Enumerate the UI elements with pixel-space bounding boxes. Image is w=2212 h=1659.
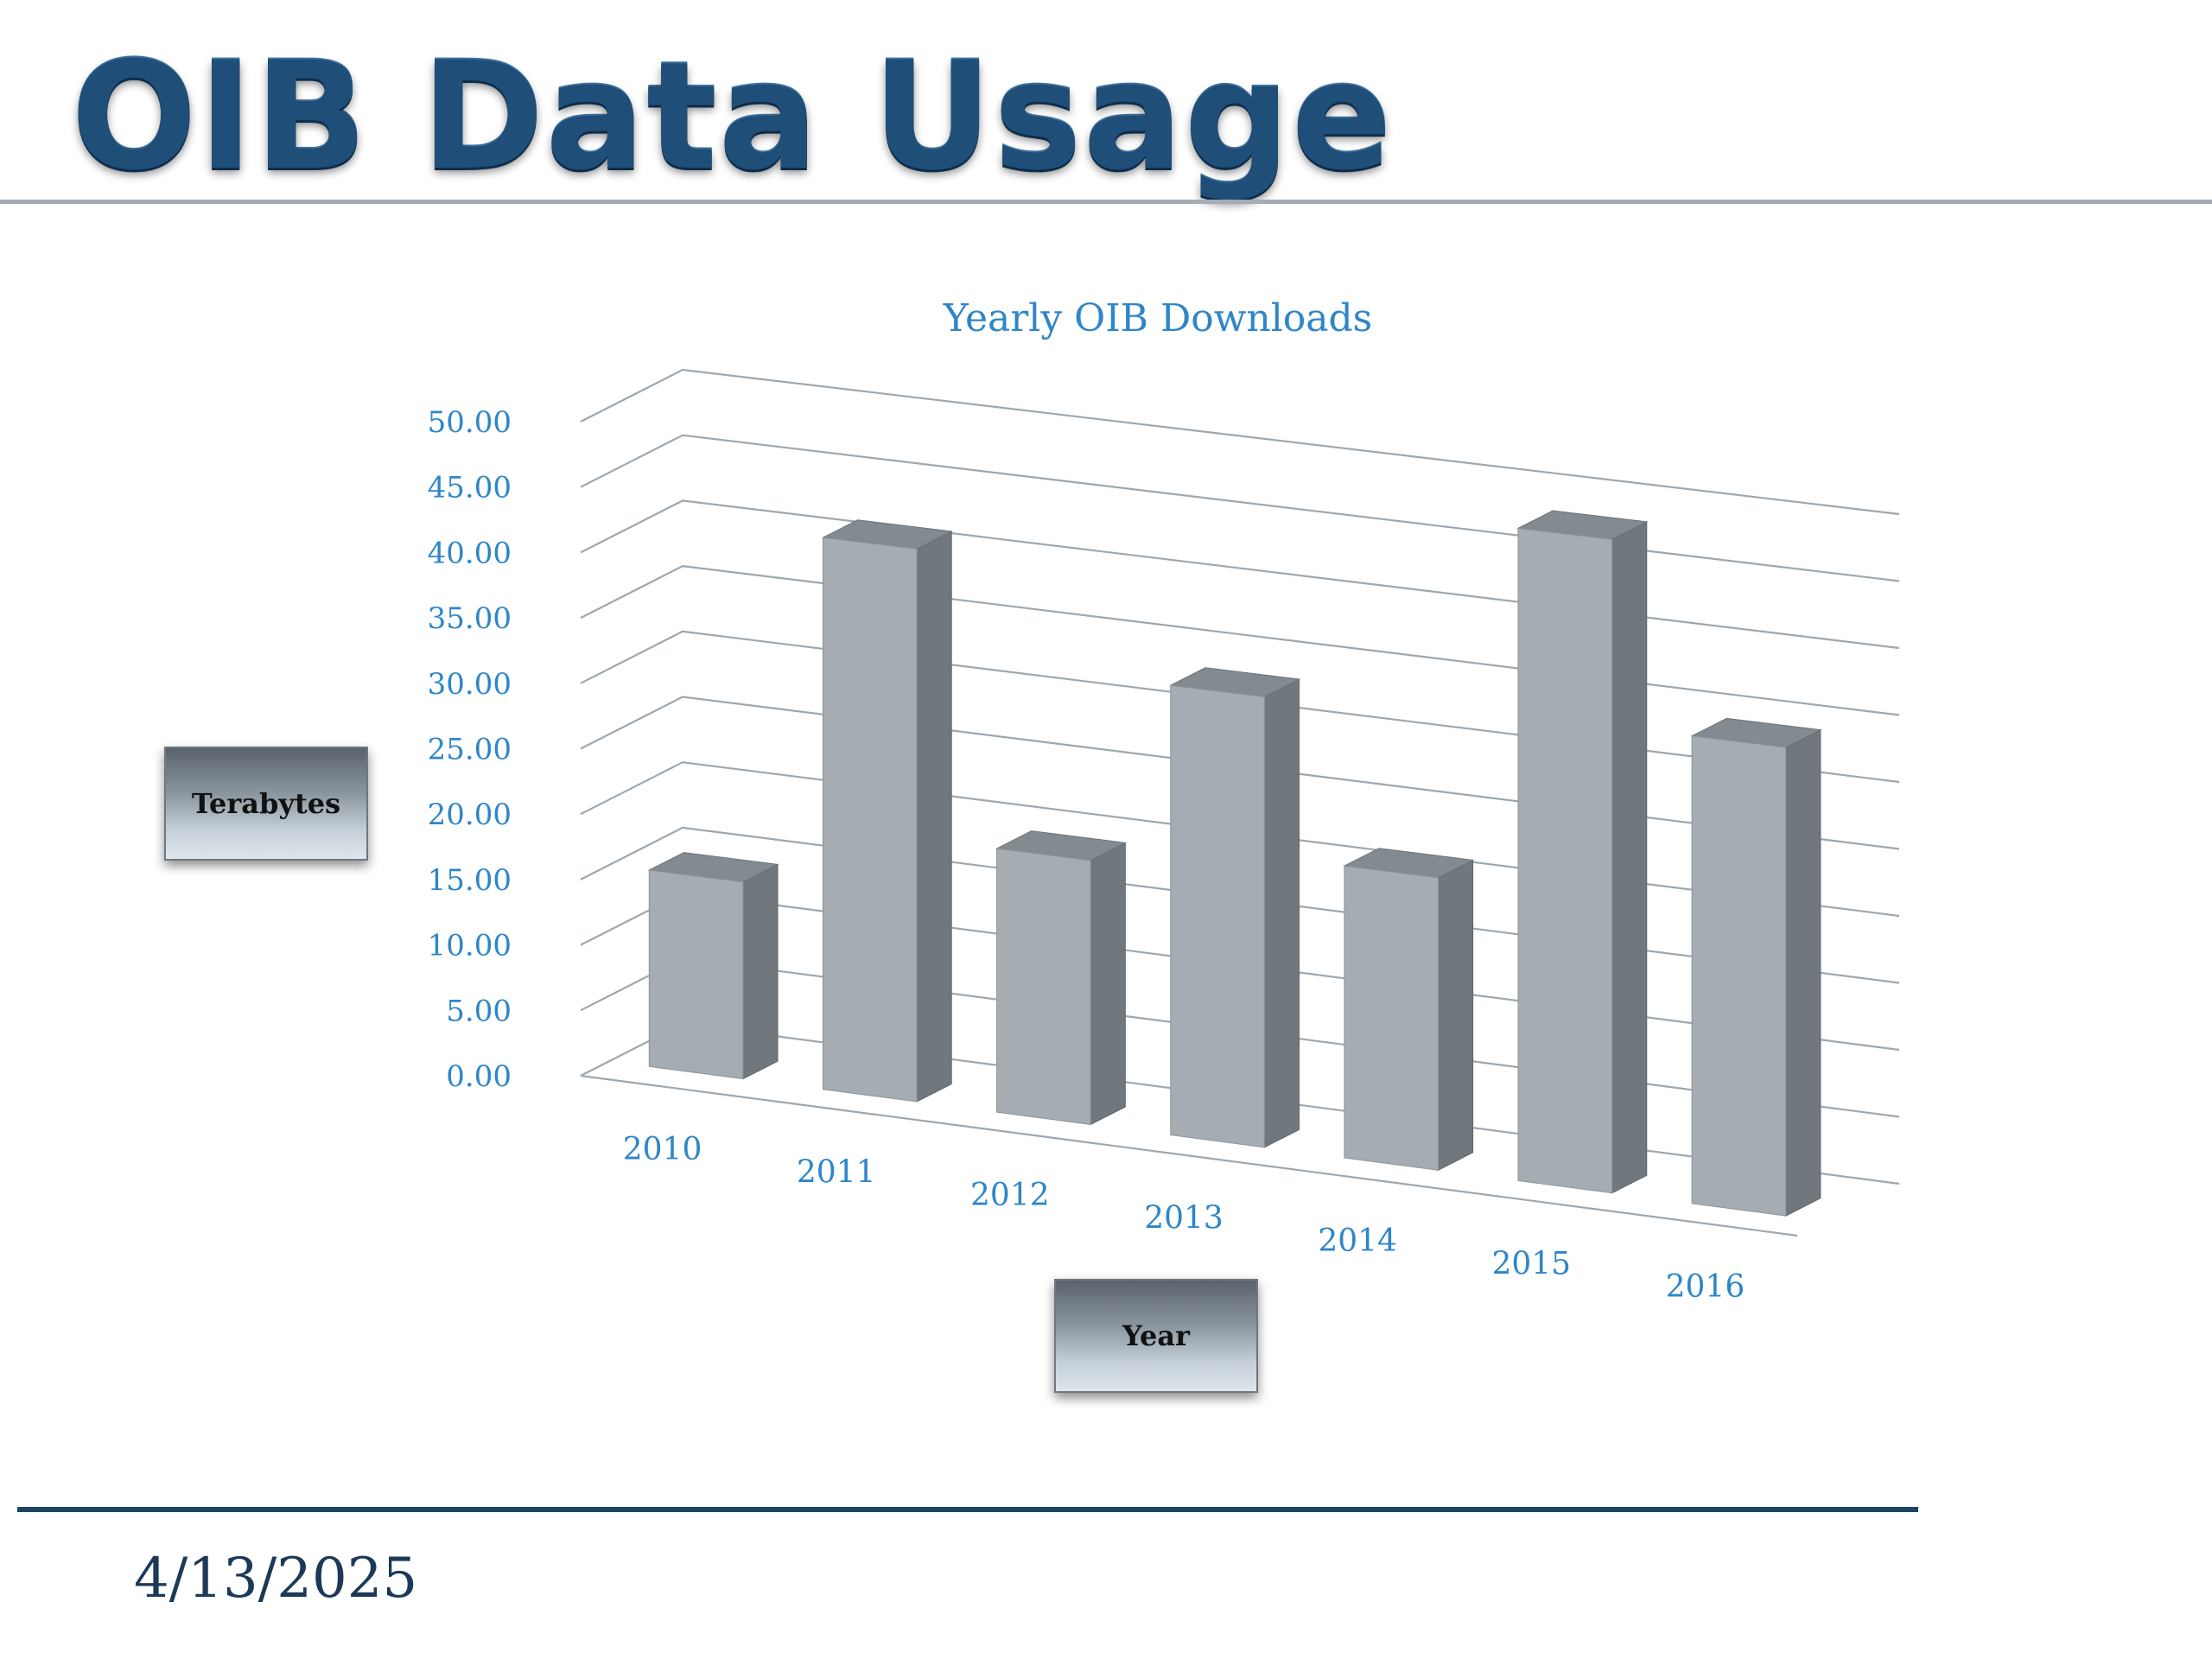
y-axis-ticks: 0.00 5.00 10.00 15.00 20.00 25.00 30.00 35.00 40… (428, 405, 512, 1094)
bar-2014 (1343, 848, 1475, 1172)
gridline (580, 434, 1900, 582)
bar-side (1263, 678, 1300, 1148)
gridline (580, 696, 1900, 850)
bar-2016 (1690, 717, 1822, 1217)
footer-date: 4/13/2025 (134, 1547, 418, 1611)
bar-side (916, 531, 952, 1103)
y-tick-label: 40.00 (428, 536, 512, 570)
bar-front (1691, 735, 1787, 1217)
gridline (580, 826, 1900, 984)
gridline (580, 368, 1900, 516)
bar-front (822, 537, 918, 1103)
y-tick-label: 20.00 (428, 798, 512, 832)
x-tick-label: 2012 (970, 1178, 1050, 1213)
gridlines (580, 368, 1900, 1237)
bar-side (1611, 521, 1648, 1194)
bar-front (1344, 865, 1439, 1171)
slide-title: OIB Data Usage (71, 29, 1394, 203)
x-axis-label: Year (1054, 1279, 1258, 1393)
gridline (580, 630, 1900, 784)
gridline (580, 499, 1900, 650)
y-tick-label: 5.00 (446, 994, 512, 1028)
bar-2015 (1516, 510, 1649, 1194)
bars (647, 510, 1822, 1217)
y-tick-label: 30.00 (428, 667, 512, 702)
x-tick-label: 2010 (623, 1132, 702, 1167)
x-tick-label: 2016 (1666, 1269, 1745, 1305)
y-tick-label: 0.00 (446, 1059, 512, 1094)
bar-2012 (995, 830, 1128, 1126)
footer-divider (17, 1507, 1918, 1512)
bar-front (1170, 684, 1265, 1148)
x-tick-label: 2013 (1144, 1201, 1224, 1236)
bar-2010 (647, 852, 779, 1080)
y-tick-label: 25.00 (428, 733, 512, 767)
y-tick-label: 50.00 (428, 405, 512, 440)
bar-side (1090, 842, 1126, 1126)
x-tick-label: 2014 (1318, 1224, 1397, 1259)
gridline (580, 564, 1900, 716)
bar-side (1437, 859, 1474, 1172)
y-tick-label: 10.00 (428, 929, 512, 963)
chart: Yearly OIB Downloads 0.00 5.00 10.00 15.00 2… (428, 296, 1900, 1305)
gridline (580, 761, 1900, 918)
bar-side (1785, 728, 1821, 1217)
y-tick-label: 45.00 (428, 471, 512, 505)
floor-edge (580, 1074, 1798, 1237)
bar-side (742, 863, 779, 1080)
bar-front (648, 869, 744, 1080)
x-axis-ticks: 2010 2011 2012 2013 2014 2015 2016 (623, 1132, 1745, 1305)
y-tick-label: 35.00 (428, 601, 512, 636)
chart-title: Yearly OIB Downloads (943, 296, 1373, 340)
x-tick-label: 2015 (1491, 1246, 1571, 1281)
title-divider (0, 200, 2212, 204)
bar-2011 (821, 519, 953, 1103)
bar-2013 (1169, 667, 1301, 1148)
x-tick-label: 2011 (797, 1155, 876, 1191)
bar-front (996, 848, 1091, 1125)
y-axis-label: Terabytes (164, 747, 368, 861)
y-tick-label: 15.00 (428, 863, 512, 898)
bar-front (1517, 527, 1613, 1194)
